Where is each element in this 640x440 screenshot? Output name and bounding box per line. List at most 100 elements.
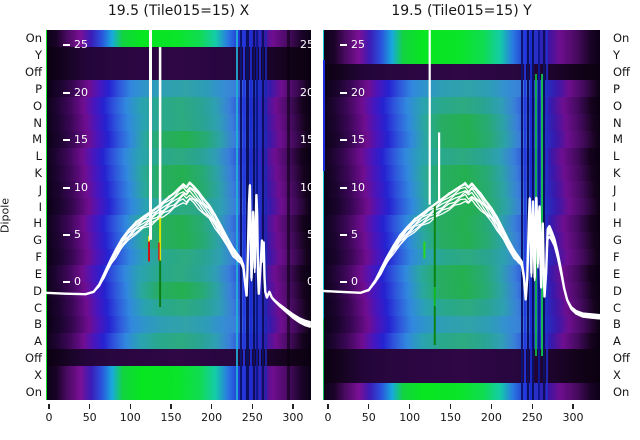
y-tick-label-clipped: 20 — [300, 85, 311, 99]
x-tick-label: 50 — [82, 411, 97, 424]
heatmap-stripe — [245, 30, 249, 400]
heatmap-stripe — [262, 30, 265, 400]
x-tick-label: 300 — [282, 411, 304, 424]
y-tick-label-clipped: 10 — [300, 180, 311, 194]
row-label-on-0: On — [25, 31, 42, 46]
x-tick-mark — [572, 404, 574, 409]
panel-title-y: 19.5 (Tile015=15) Y — [391, 3, 532, 19]
x-tick-mark — [89, 404, 91, 409]
spectrum-strand — [46, 186, 311, 327]
x-tick-label: 250 — [241, 411, 263, 424]
row-label-off-19: Off — [613, 351, 630, 365]
row-label-on-0: On — [613, 31, 630, 46]
row-label-f-13: F — [35, 250, 42, 264]
row-label-y-1: Y — [34, 48, 42, 63]
y-tick-label: 10 — [74, 180, 88, 194]
spectrum-strand — [46, 189, 311, 325]
x-tick-label: 100 — [399, 411, 421, 424]
heatmap-stripe — [323, 318, 325, 400]
row-label-c-16: C — [613, 300, 622, 315]
row-label-o-4: O — [613, 98, 623, 113]
x-tick-mark — [251, 404, 253, 409]
spectrum-overlay — [46, 30, 311, 329]
row-label-h-11: H — [33, 216, 42, 231]
x-tick-mark — [170, 404, 172, 409]
x-tick-mark — [449, 404, 452, 409]
x-tick-label: 200 — [201, 411, 223, 424]
row-label-p-3: P — [613, 81, 620, 96]
row-label-on-21: On — [25, 384, 42, 399]
row-label-l-7: L — [35, 149, 42, 164]
y-tick-label-clipped: 15 — [300, 133, 311, 147]
y-tick-mark — [63, 44, 70, 47]
heatmap-stripe — [540, 74, 543, 356]
heatmap-stripe — [520, 30, 523, 400]
x-tick-label: 100 — [119, 411, 141, 424]
row-labels-left: On Y Off P O N M L K J I H G F E D C B A Off X On — [0, 30, 44, 400]
y-tick-label: 0 — [351, 275, 358, 289]
y-tick-label: 25 — [74, 38, 88, 52]
row-label-x-20: X — [34, 367, 42, 382]
heatmap-stripe — [323, 59, 326, 171]
x-tick-mark — [409, 404, 411, 409]
row-label-b-17: B — [613, 317, 621, 332]
row-label-c-16: C — [33, 300, 42, 315]
x-tick-mark — [368, 404, 370, 409]
x-tick-label: 0 — [45, 411, 53, 424]
row-labels-right: On Y Off P O N M L K J I H G F E D C B A Off X On — [611, 30, 640, 400]
y-tick-mark — [340, 281, 347, 284]
row-label-a-18: A — [613, 334, 621, 349]
row-label-i-10: I — [38, 199, 42, 214]
y-tick-mark — [340, 139, 347, 142]
row-label-a-18: A — [34, 334, 42, 349]
x-tick-mark — [327, 404, 329, 409]
row-label-g-12: G — [613, 233, 622, 248]
y-tick-label: 15 — [351, 133, 365, 147]
y-tick-label: 10 — [351, 180, 365, 194]
y-tick-label: 5 — [351, 227, 358, 241]
heatmap-stripe — [243, 30, 246, 400]
y-tick-mark — [340, 233, 347, 236]
heatmap-stripe — [523, 30, 526, 400]
row-label-d-15: D — [613, 283, 622, 298]
x-tick-label: 50 — [361, 411, 376, 424]
y-tick-label: 20 — [74, 85, 88, 99]
row-label-p-3: P — [35, 81, 42, 96]
x-tick-mark — [211, 404, 213, 409]
row-label-k-8: K — [613, 166, 621, 180]
row-label-l-7: L — [613, 149, 620, 164]
y-tick-label: 20 — [351, 85, 365, 99]
x-tick-mark — [48, 404, 50, 409]
heatmap-stripe — [287, 30, 291, 400]
y-tick-label-clipped: 5 — [307, 227, 311, 241]
row-label-i-10: I — [613, 199, 617, 214]
x-tick-label: 250 — [521, 411, 543, 424]
x-tick-mark — [531, 404, 533, 409]
row-label-g-12: G — [33, 233, 42, 248]
row-label-on-21: On — [613, 384, 630, 399]
y-tick-label: 15 — [74, 133, 88, 147]
y-tick-label: 0 — [74, 275, 81, 289]
x-tick-label: 200 — [480, 411, 502, 424]
heatmap-stripe — [46, 30, 48, 400]
y-tick-mark — [63, 91, 70, 94]
row-label-j-9: J — [38, 182, 42, 197]
row-label-e-14: E — [34, 266, 42, 281]
x-tick-label: 0 — [324, 411, 332, 424]
x-axis-left: 0 50 100 150 200 250 300 — [46, 400, 311, 438]
y-tick-label: 5 — [74, 227, 81, 241]
row-label-d-15: D — [33, 283, 42, 298]
row-label-j-9: J — [613, 182, 617, 197]
row-label-off-19: Off — [25, 351, 42, 365]
row-label-m-6: M — [32, 132, 42, 147]
heatmap-stripe — [526, 30, 529, 400]
row-label-m-6: M — [613, 132, 623, 147]
panel-title-x: 19.5 (Tile015=15) X — [107, 3, 250, 19]
spectrum-strand — [46, 194, 311, 325]
row-label-off-2: Off — [613, 65, 630, 79]
heatmap-stripe — [265, 30, 267, 400]
y-tick-mark — [63, 186, 70, 189]
spectrum-overlay — [323, 30, 600, 345]
x-tick-label: 300 — [562, 411, 584, 424]
